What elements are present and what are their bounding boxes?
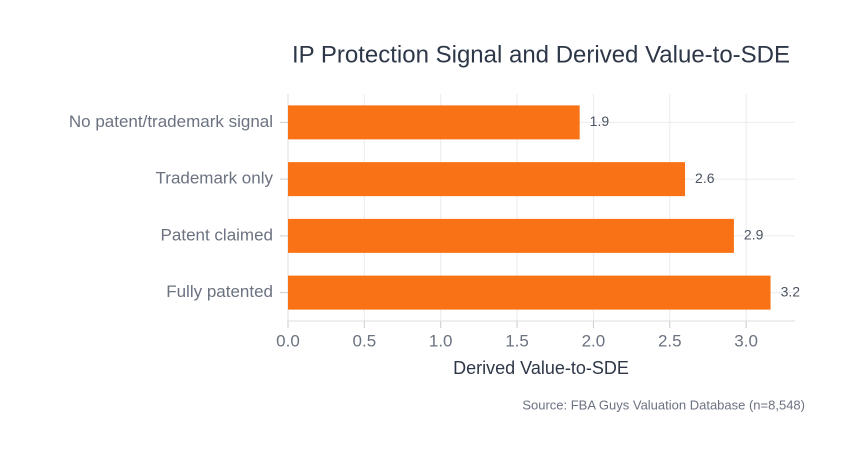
source-note: Source: FBA Guys Valuation Database (n=8… <box>522 397 805 412</box>
chart-title: IP Protection Signal and Derived Value-t… <box>292 41 790 68</box>
x-tick-label: 1.0 <box>429 331 453 350</box>
y-tick-label: Fully patented <box>166 282 273 301</box>
x-tick-label: 0.0 <box>276 331 300 350</box>
value-label: 3.2 <box>781 283 801 299</box>
y-tick-label: Trademark only <box>156 169 274 188</box>
value-label: 2.6 <box>695 170 715 186</box>
bar <box>288 218 734 253</box>
x-tick-label: 1.5 <box>505 331 529 350</box>
bar <box>288 275 771 310</box>
value-label: 1.9 <box>590 113 610 129</box>
y-tick-label: No patent/trademark signal <box>69 112 273 131</box>
x-tick-label: 0.5 <box>353 331 377 350</box>
x-axis-title: Derived Value-to-SDE <box>453 358 629 378</box>
y-tick-label: Patent claimed <box>161 225 273 244</box>
value-label: 2.9 <box>744 227 764 243</box>
x-tick-label: 2.0 <box>582 331 606 350</box>
bar <box>288 105 580 140</box>
x-tick-label: 3.0 <box>734 331 758 350</box>
bar <box>288 162 686 197</box>
x-tick-label: 2.5 <box>658 331 682 350</box>
